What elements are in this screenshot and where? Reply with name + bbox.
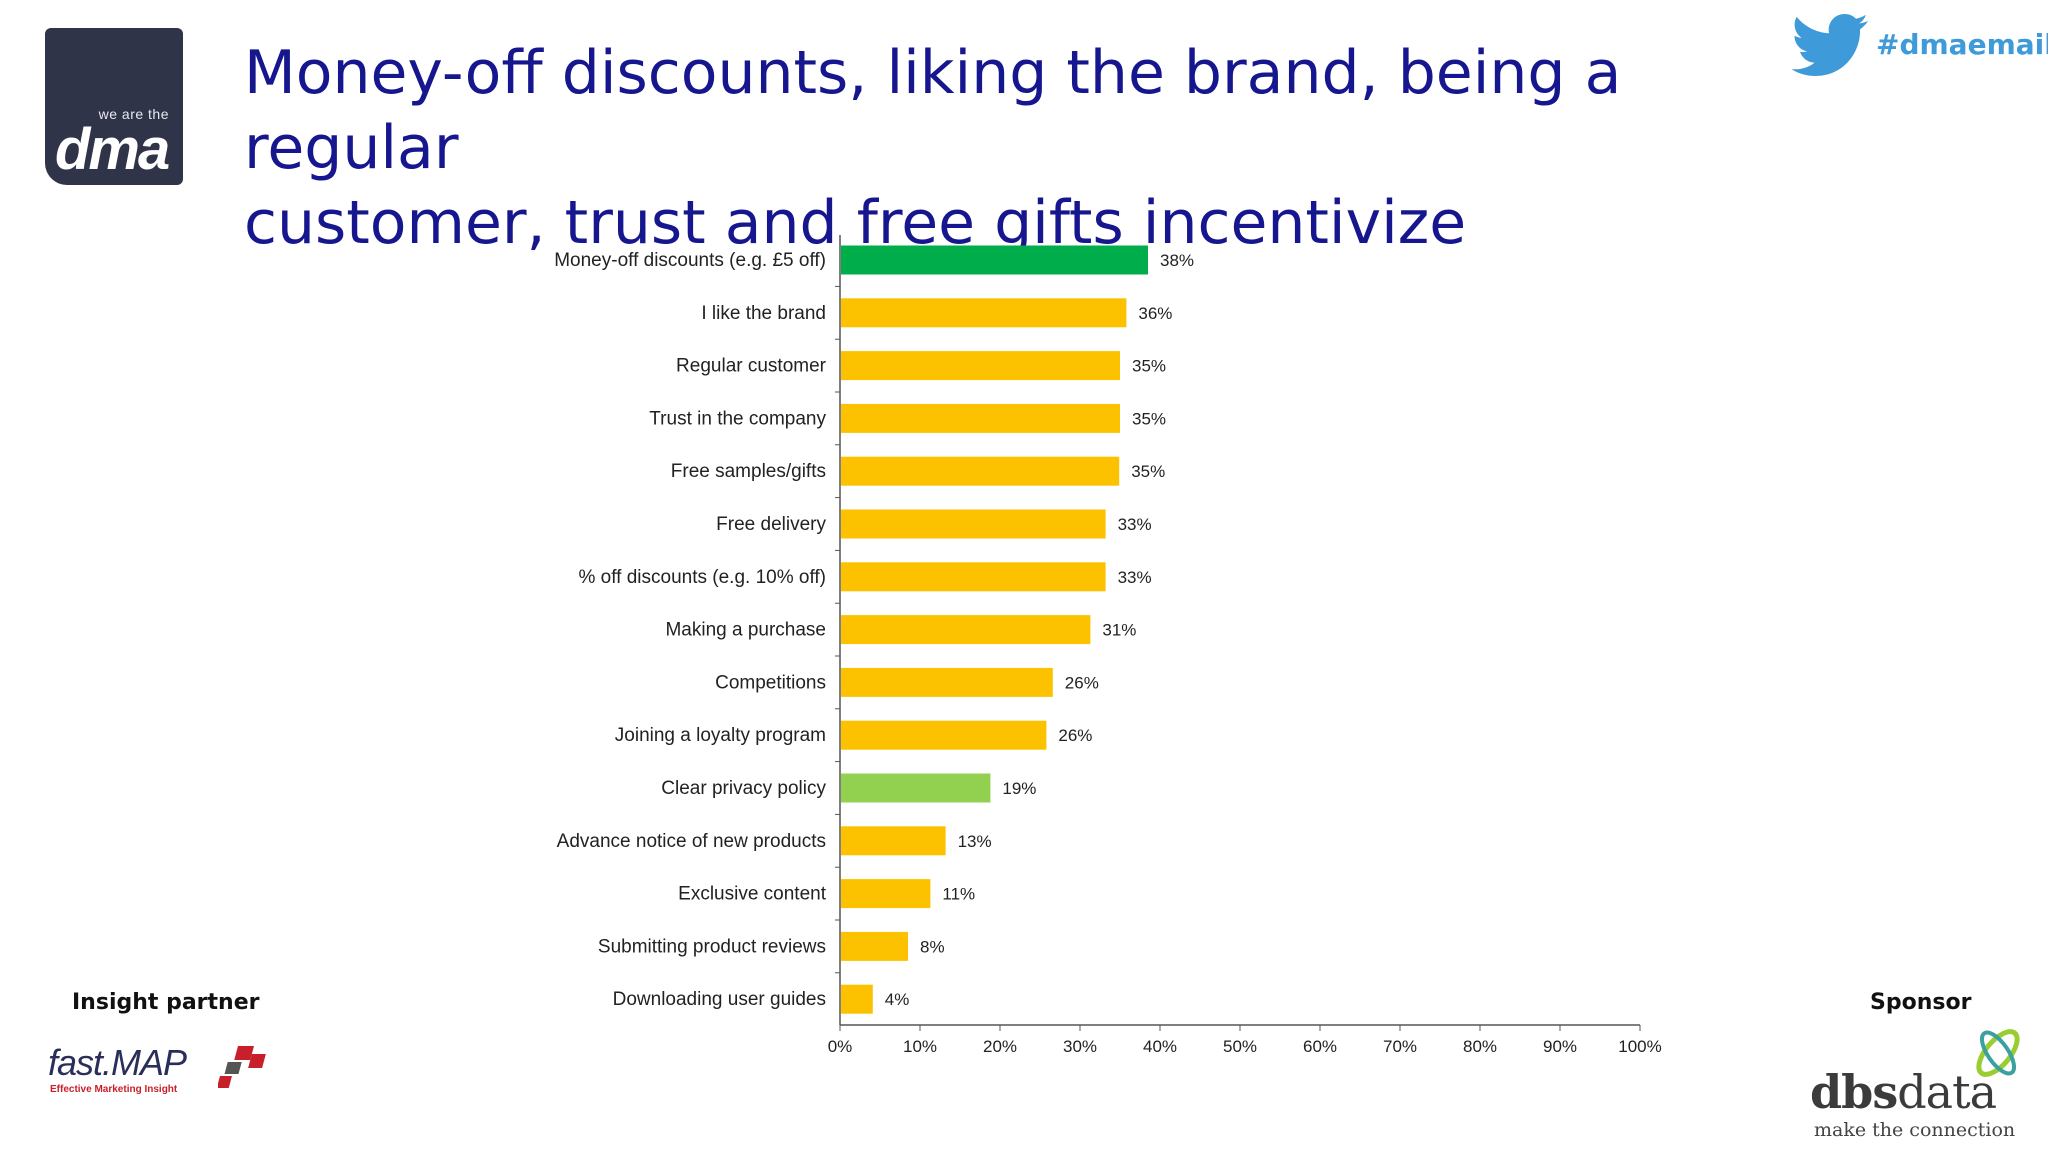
value-label: 4% — [885, 990, 910, 1009]
page-title-line-1: Money-off discounts, liking the brand, b… — [244, 38, 1622, 183]
value-label: 35% — [1132, 409, 1166, 428]
sponsor-label: Sponsor — [1870, 990, 1972, 1015]
bar — [841, 403, 1120, 433]
dbsdata-tagline: make the connection — [1814, 1119, 2016, 1141]
value-label: 35% — [1131, 462, 1165, 481]
fastmap-logo-tagline: Effective Marketing Insight — [50, 1084, 178, 1095]
category-label: Money-off discounts (e.g. £5 off) — [554, 250, 826, 271]
bar — [841, 351, 1120, 381]
category-label: Trust in the company — [649, 408, 826, 429]
category-label: % off discounts (e.g. 10% off) — [579, 567, 827, 588]
dma-logo-text: dma — [55, 117, 170, 182]
hashtag-label: #dmaemail — [1876, 28, 2048, 61]
value-label: 36% — [1138, 304, 1172, 323]
x-tick-label: 20% — [983, 1037, 1017, 1056]
value-label: 11% — [942, 885, 975, 904]
bar — [841, 245, 1148, 275]
x-tick-label: 60% — [1303, 1037, 1337, 1056]
bar — [841, 931, 908, 961]
page-title: Money-off discounts, liking the brand, b… — [244, 36, 1744, 261]
category-label: Downloading user guides — [613, 989, 826, 1010]
bar — [841, 826, 946, 856]
value-label: 33% — [1118, 515, 1152, 534]
category-label: Making a purchase — [665, 620, 826, 641]
bar — [841, 773, 991, 803]
value-label: 33% — [1118, 568, 1152, 587]
category-label: Competitions — [715, 672, 826, 693]
category-label: Free delivery — [716, 514, 826, 535]
value-label: 19% — [1002, 779, 1036, 798]
dbsdata-swirl-icon — [1976, 1029, 2020, 1077]
dma-logo-tagline: we are the — [98, 106, 169, 122]
bar — [841, 879, 931, 909]
category-label: Submitting product reviews — [598, 936, 826, 957]
bar — [841, 984, 873, 1014]
bar — [841, 667, 1053, 697]
insight-partner-label: Insight partner — [72, 990, 260, 1015]
dbsdata-logo-text: dbsdata — [1810, 1065, 1997, 1119]
dbsdata-logo: dbsdata make the connection — [1810, 1025, 2030, 1141]
bar — [841, 615, 1091, 645]
fastmap-mark-icon — [218, 1046, 266, 1088]
category-label: Exclusive content — [678, 884, 827, 905]
bar — [841, 298, 1127, 328]
category-label: Clear privacy policy — [661, 778, 826, 799]
value-label: 26% — [1065, 673, 1099, 692]
x-tick-label: 50% — [1223, 1037, 1257, 1056]
x-tick-label: 100% — [1618, 1037, 1661, 1056]
bar — [841, 456, 1120, 486]
dbsdata-logo-rest: data — [1897, 1065, 1997, 1119]
category-label: Joining a loyalty program — [615, 725, 826, 746]
x-tick-label: 0% — [828, 1037, 853, 1056]
x-tick-label: 70% — [1383, 1037, 1417, 1056]
x-tick-label: 90% — [1543, 1037, 1577, 1056]
value-label: 31% — [1102, 621, 1136, 640]
category-label: I like the brand — [701, 303, 826, 324]
value-label: 38% — [1160, 251, 1194, 270]
fastmap-logo: fast.MAP Effective Marketing Insight — [46, 1040, 266, 1110]
bar — [841, 720, 1047, 750]
twitter-bird-icon — [1791, 14, 1868, 76]
x-tick-label: 40% — [1143, 1037, 1177, 1056]
value-label: 13% — [958, 832, 992, 851]
x-tick-label: 80% — [1463, 1037, 1497, 1056]
category-label: Free samples/gifts — [671, 461, 826, 482]
value-label: 8% — [920, 937, 945, 956]
x-tick-label: 30% — [1063, 1037, 1097, 1056]
value-label: 35% — [1132, 357, 1166, 376]
fastmap-logo-text: fast.MAP — [48, 1042, 187, 1083]
bar — [841, 562, 1106, 592]
dma-logo: we are the dma — [45, 28, 183, 185]
x-tick-label: 10% — [903, 1037, 937, 1056]
value-label: 26% — [1058, 726, 1092, 745]
category-label: Advance notice of new products — [557, 831, 826, 852]
category-label: Regular customer — [676, 356, 827, 377]
dbsdata-logo-bold: dbs — [1810, 1065, 1898, 1119]
bar — [841, 509, 1106, 539]
